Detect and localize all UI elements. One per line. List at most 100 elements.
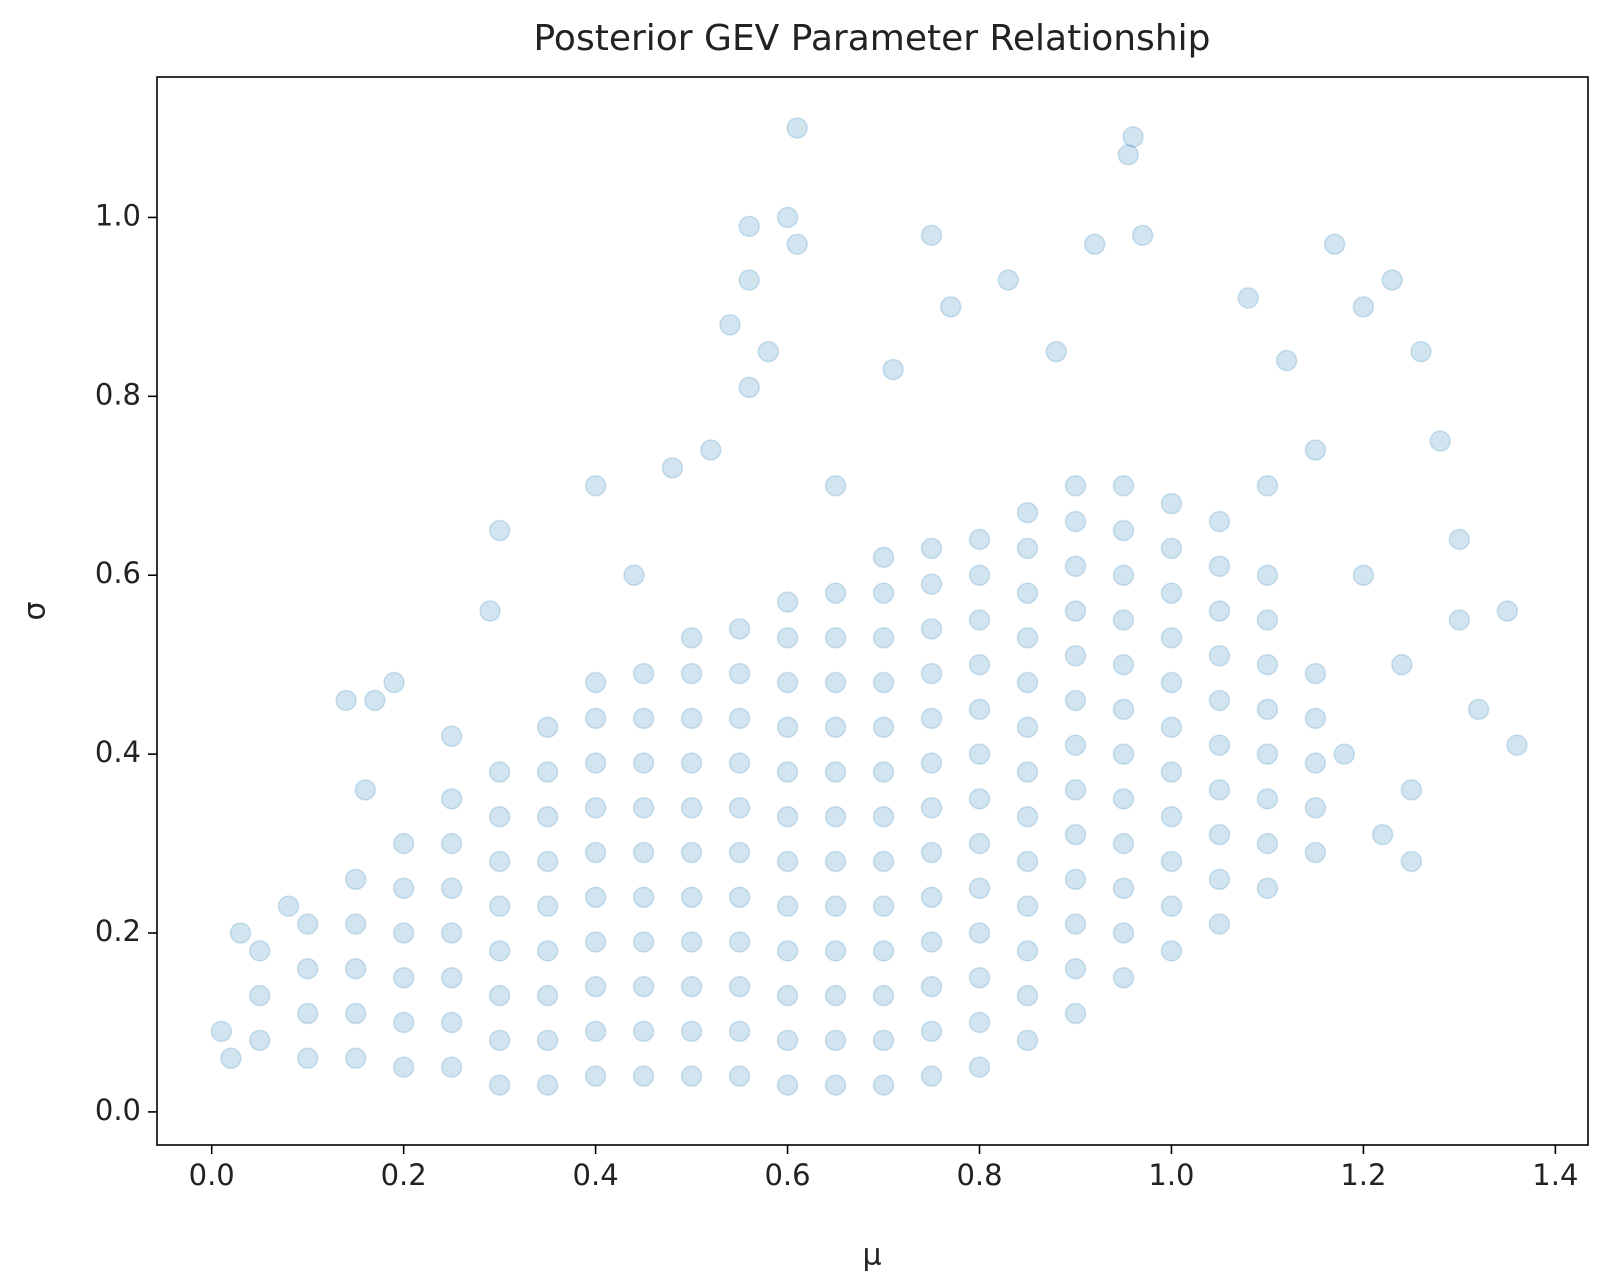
x-tick-label: 0.0 <box>189 1158 235 1192</box>
point <box>728 841 751 864</box>
point <box>719 314 741 336</box>
point <box>1208 734 1231 756</box>
point <box>680 1065 703 1087</box>
point <box>776 206 799 229</box>
point <box>488 1029 511 1052</box>
point <box>1256 698 1279 721</box>
point <box>1208 823 1231 846</box>
plot-area <box>210 117 1528 1096</box>
point <box>680 975 703 998</box>
point <box>344 868 367 891</box>
point <box>939 296 962 318</box>
point <box>584 975 607 998</box>
point <box>920 797 943 819</box>
point <box>1208 644 1231 667</box>
point <box>248 940 271 962</box>
point <box>1064 823 1087 846</box>
point <box>1208 689 1231 712</box>
point <box>968 1056 991 1078</box>
x-tick-label: 1.4 <box>1532 1158 1578 1192</box>
point <box>210 1020 233 1043</box>
point <box>1112 653 1135 676</box>
point <box>1064 779 1087 801</box>
plot-frame <box>156 76 1589 1146</box>
point <box>1448 609 1471 631</box>
point <box>824 761 847 783</box>
point <box>1160 627 1183 649</box>
point <box>1112 519 1135 542</box>
x-tick-label: 0.6 <box>764 1158 810 1192</box>
point <box>479 600 501 622</box>
point <box>392 1056 415 1078</box>
point <box>248 1029 271 1052</box>
y-tick-label: 0.4 <box>95 735 141 769</box>
point <box>757 340 780 363</box>
point <box>1160 537 1183 560</box>
point <box>1064 689 1087 712</box>
point <box>584 475 607 497</box>
point <box>728 618 751 640</box>
point <box>1237 287 1259 309</box>
point <box>1016 716 1039 739</box>
point <box>824 475 847 497</box>
point <box>1429 430 1451 452</box>
point <box>776 761 799 783</box>
point <box>1064 913 1087 935</box>
point <box>1016 805 1039 828</box>
point <box>776 805 799 828</box>
point <box>440 788 463 810</box>
point <box>1256 653 1279 676</box>
point <box>872 546 895 569</box>
y-axis-label: σ <box>18 601 53 620</box>
point <box>920 618 943 640</box>
point <box>1448 528 1471 551</box>
point <box>1064 475 1087 497</box>
point <box>824 671 847 694</box>
point <box>776 716 799 739</box>
point <box>296 913 319 935</box>
point <box>1064 510 1087 533</box>
x-tick-label: 1.0 <box>1148 1158 1194 1192</box>
point <box>1352 564 1375 586</box>
point <box>968 922 991 944</box>
point <box>1160 850 1183 873</box>
y-tick-label: 0.2 <box>95 914 141 948</box>
point <box>1112 922 1135 944</box>
point <box>968 528 991 551</box>
point <box>1467 698 1490 721</box>
point <box>920 224 943 247</box>
point <box>1506 734 1528 756</box>
point <box>488 895 511 917</box>
point <box>1160 940 1183 962</box>
point <box>920 662 943 685</box>
point <box>1083 233 1106 256</box>
point <box>1256 877 1279 900</box>
point <box>968 564 991 586</box>
point <box>220 1047 242 1069</box>
point <box>488 1074 511 1096</box>
x-tick-label: 0.8 <box>956 1158 1002 1192</box>
point <box>344 913 367 935</box>
point <box>1333 743 1355 765</box>
point <box>1256 832 1279 855</box>
point <box>1275 349 1298 372</box>
y-tick-label: 0.6 <box>95 556 141 590</box>
point <box>1410 340 1432 363</box>
point <box>872 895 895 917</box>
point <box>738 215 760 238</box>
point <box>1208 555 1231 578</box>
y-tick-label: 0.8 <box>95 377 141 411</box>
point <box>383 671 405 694</box>
point <box>1160 671 1183 694</box>
point <box>536 1029 559 1052</box>
point <box>1304 707 1327 730</box>
point <box>392 832 415 855</box>
point <box>824 850 847 873</box>
point <box>872 761 895 783</box>
point <box>364 689 386 712</box>
point <box>1160 716 1183 739</box>
point <box>920 573 943 595</box>
point <box>536 716 559 739</box>
point <box>1391 653 1413 676</box>
